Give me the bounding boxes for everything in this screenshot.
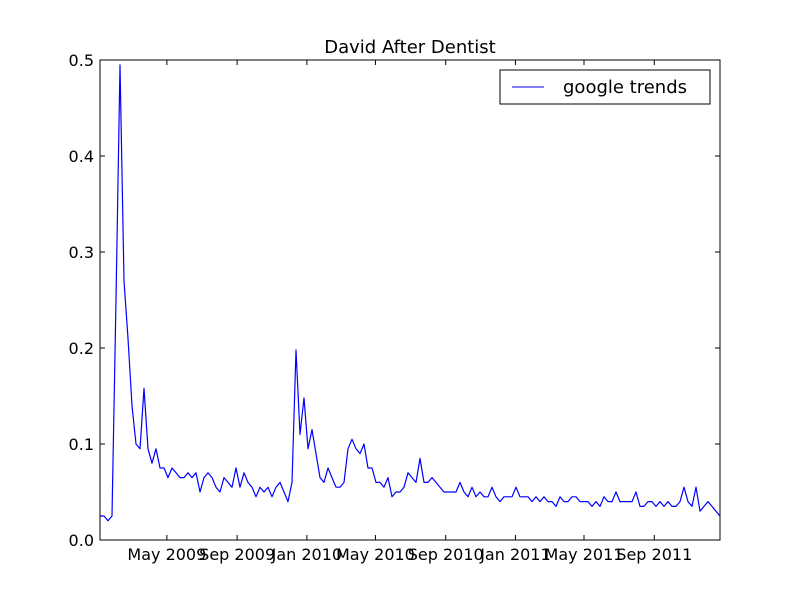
- y-tick-label: 0.3: [69, 243, 94, 262]
- series-layer: [100, 64, 721, 522]
- plot-background: [100, 60, 720, 540]
- chart-title: David After Dentist: [324, 37, 495, 58]
- y-tick-label: 0.4: [69, 147, 94, 166]
- y-tick-label: 0.5: [69, 51, 94, 70]
- x-tick-label: Jan 2011: [479, 545, 550, 564]
- legend: google trends: [499, 69, 711, 105]
- x-tick-label: May 2009: [127, 545, 206, 564]
- axes-frame: [99, 59, 721, 541]
- x-tick-label: Sep 2009: [199, 545, 275, 564]
- y-tick-label: 0.0: [69, 531, 94, 550]
- x-tick-label: May 2010: [336, 545, 415, 564]
- x-tick-label: May 2011: [545, 545, 624, 564]
- x-tick-label: Sep 2011: [616, 545, 692, 564]
- x-tick-label: Jan 2010: [271, 545, 342, 564]
- y-tick-label: 0.1: [69, 435, 94, 454]
- y-tick-label: 0.2: [69, 339, 94, 358]
- x-tick-label: Sep 2010: [408, 545, 484, 564]
- plot-area: [100, 60, 720, 540]
- series-line-0: [100, 64, 721, 522]
- legend-label: google trends: [563, 77, 687, 98]
